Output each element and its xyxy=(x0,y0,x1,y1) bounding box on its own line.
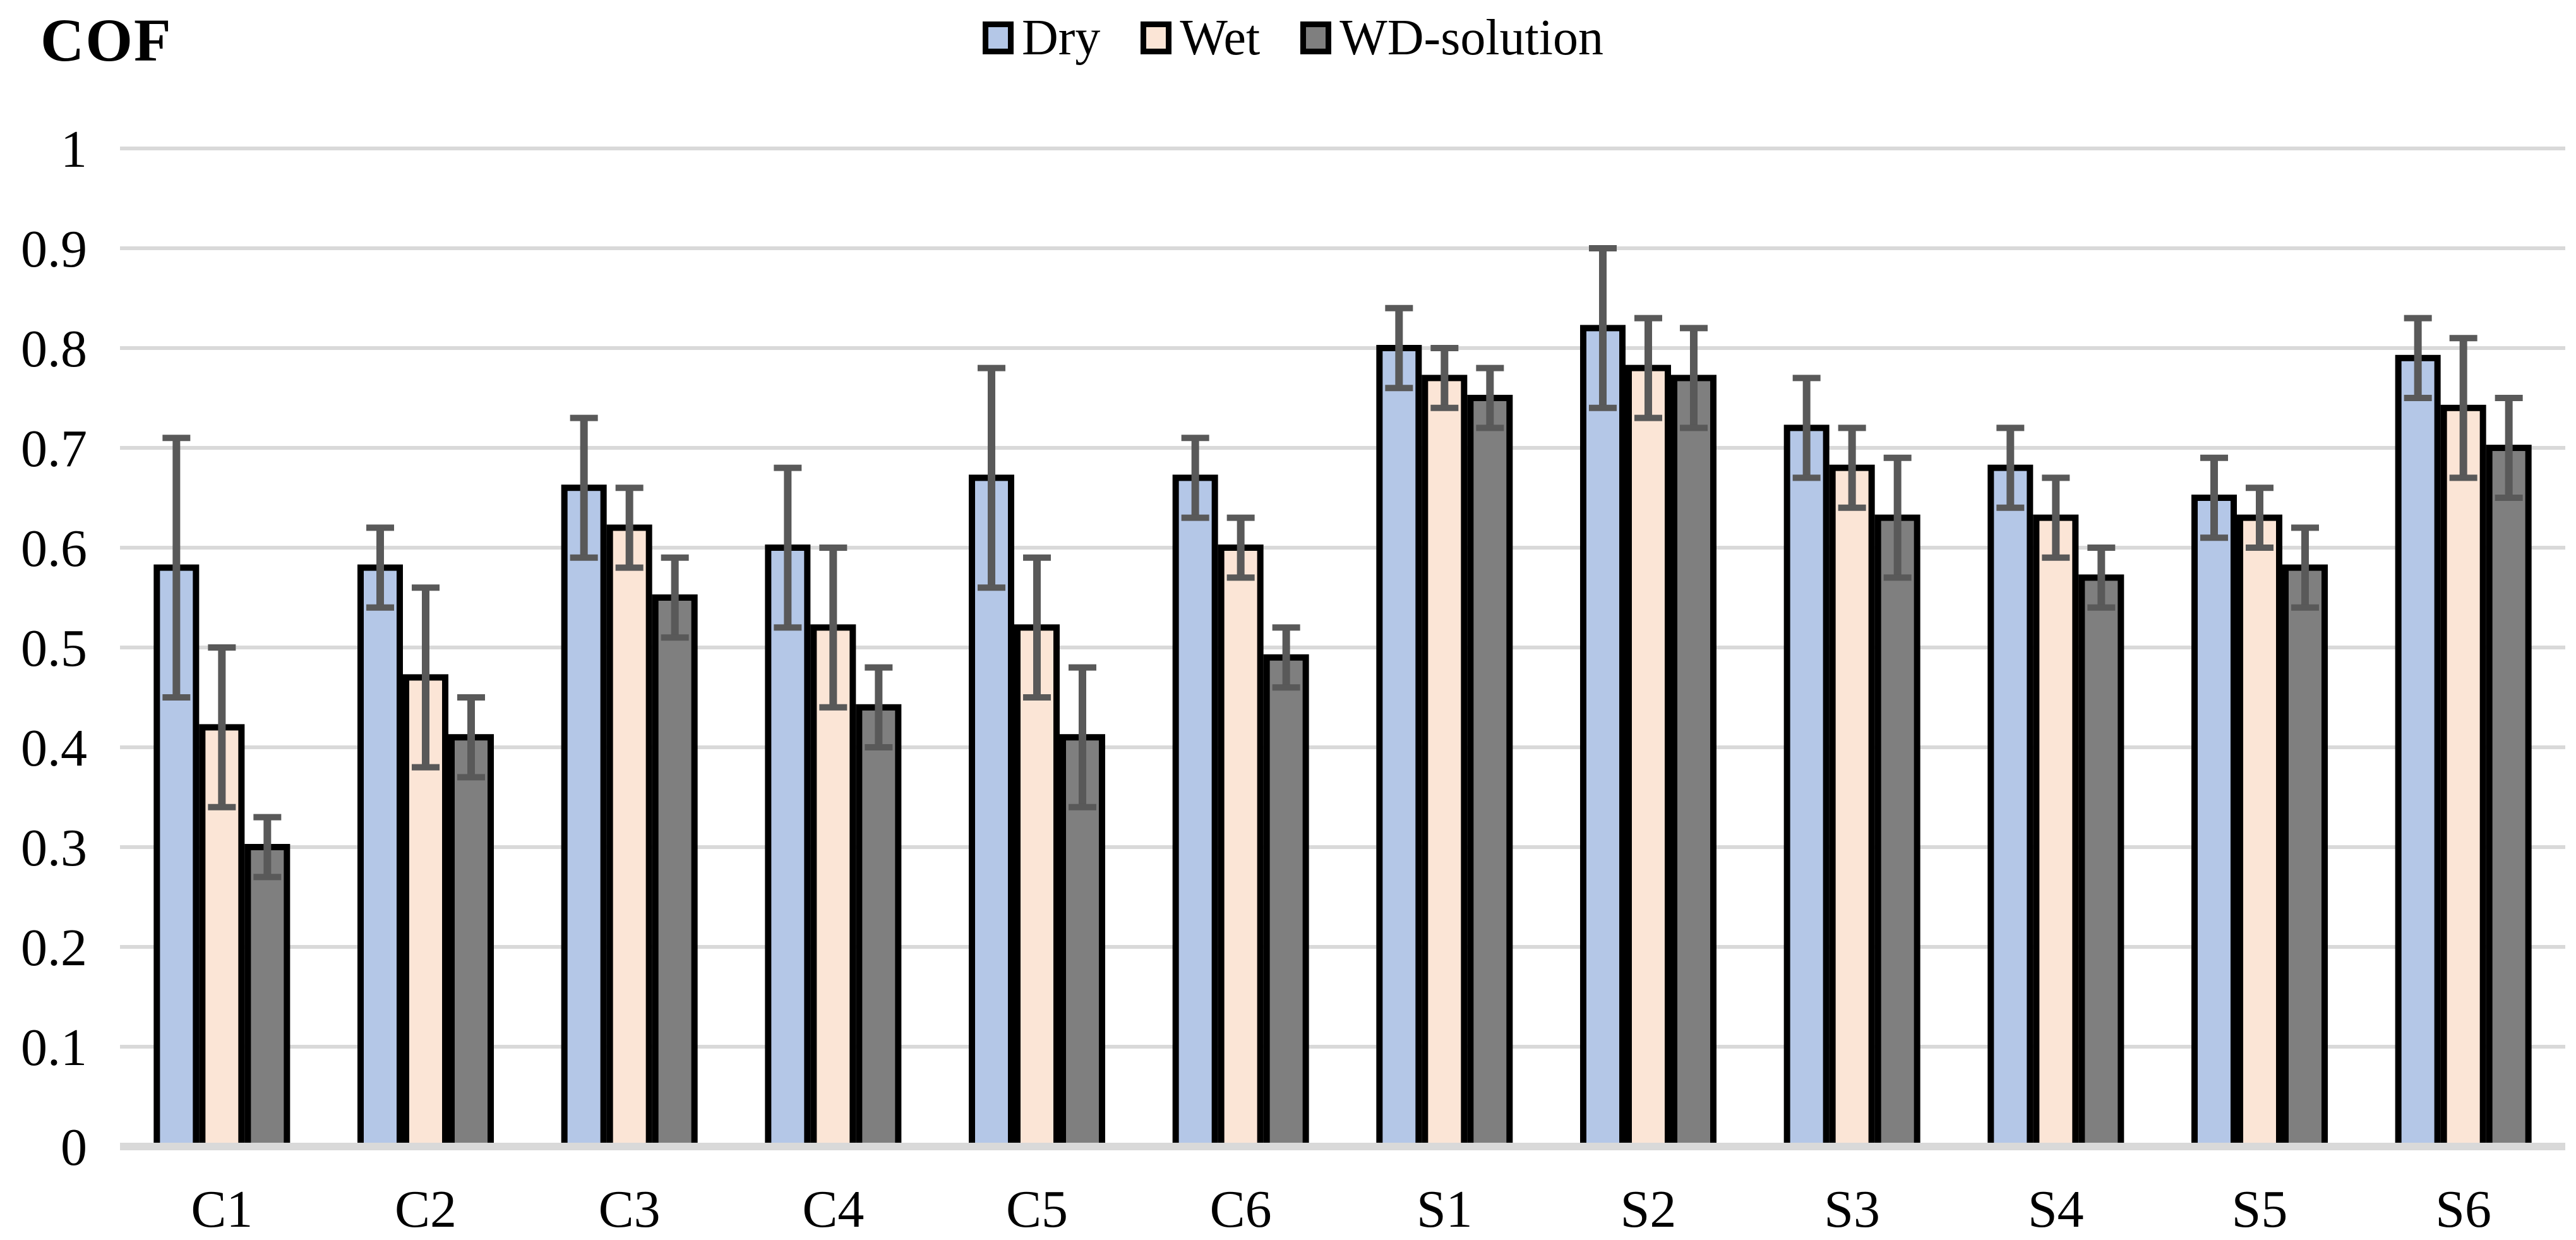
bar-WD-solution-C2 xyxy=(448,734,494,1150)
x-category-label: C4 xyxy=(802,1180,864,1239)
legend-swatch-wd-solution xyxy=(1300,21,1332,54)
y-tick-label: 0.1 xyxy=(21,1018,87,1077)
bar-Dry-S6 xyxy=(2395,354,2441,1150)
bar-WD-solution-C3 xyxy=(652,594,698,1150)
bar-Dry-C4 xyxy=(765,545,811,1150)
x-category-label: C1 xyxy=(191,1180,253,1239)
x-category-label: S3 xyxy=(1824,1180,1880,1239)
x-category-label: S1 xyxy=(1417,1180,1473,1239)
bar-Wet-S1 xyxy=(1422,375,1468,1150)
x-category-label: C3 xyxy=(599,1180,661,1239)
bar-Wet-C5 xyxy=(1014,624,1060,1150)
chart-title: COF xyxy=(40,6,172,74)
bar-Wet-S3 xyxy=(1829,464,1875,1150)
x-category-label: S4 xyxy=(2028,1180,2084,1239)
legend-swatch-wet xyxy=(1141,21,1172,54)
bar-WD-solution-C6 xyxy=(1263,654,1309,1150)
y-tick-label: 0.3 xyxy=(21,819,87,877)
bar-Dry-S2 xyxy=(1580,325,1626,1150)
bar-Dry-S5 xyxy=(2191,495,2237,1150)
x-category-label: C5 xyxy=(1006,1180,1068,1239)
bar-Wet-S6 xyxy=(2440,404,2486,1150)
legend-label-dry: Dry xyxy=(1022,9,1101,66)
bar-WD-solution-S4 xyxy=(2078,574,2124,1150)
x-category-label: S5 xyxy=(2232,1180,2288,1239)
y-tick-label: 0.7 xyxy=(21,419,87,478)
x-category-label: C2 xyxy=(395,1180,457,1239)
bar-WD-solution-S1 xyxy=(1467,395,1513,1150)
bar-Wet-C3 xyxy=(606,524,652,1150)
legend-item-dry: Dry xyxy=(983,9,1100,67)
bar-WD-solution-C4 xyxy=(856,704,902,1150)
bar-Dry-C3 xyxy=(561,485,607,1150)
legend-swatch-dry xyxy=(983,21,1014,54)
bar-WD-solution-S2 xyxy=(1671,375,1716,1150)
legend-label-wd-solution: WD-solution xyxy=(1339,9,1603,66)
y-tick-label: 1 xyxy=(61,120,87,179)
y-tick-label: 0.5 xyxy=(21,619,87,678)
bar-Dry-S4 xyxy=(1987,464,2034,1150)
bar-Wet-S5 xyxy=(2237,514,2282,1150)
y-tick-label: 0 xyxy=(61,1118,87,1177)
bar-WD-solution-S5 xyxy=(2282,564,2328,1150)
y-tick-label: 0.9 xyxy=(21,220,87,279)
bar-Dry-S3 xyxy=(1783,424,1830,1150)
y-tick-label: 0.2 xyxy=(21,918,87,977)
legend-item-wd-solution: WD-solution xyxy=(1300,9,1603,67)
bar-Wet-S2 xyxy=(1626,364,1671,1150)
legend-label-wet: Wet xyxy=(1180,9,1261,66)
legend: Dry Wet WD-solution xyxy=(983,9,1603,67)
bar-Wet-S4 xyxy=(2033,514,2079,1150)
bar-Wet-C6 xyxy=(1218,545,1264,1150)
x-category-label: C6 xyxy=(1210,1180,1272,1239)
x-category-label: S6 xyxy=(2435,1180,2491,1239)
bar-Dry-C6 xyxy=(1172,474,1218,1150)
legend-item-wet: Wet xyxy=(1141,9,1260,67)
bar-WD-solution-S3 xyxy=(1874,514,1920,1150)
x-category-label: S2 xyxy=(1620,1180,1677,1239)
bar-WD-solution-C1 xyxy=(244,844,291,1150)
y-tick-label: 0.4 xyxy=(21,719,87,778)
y-tick-label: 0.6 xyxy=(21,519,87,578)
bar-Dry-S1 xyxy=(1376,345,1422,1150)
y-tick-label: 0.8 xyxy=(21,320,87,378)
bar-Dry-C2 xyxy=(357,564,403,1150)
bar-WD-solution-S6 xyxy=(2486,445,2532,1150)
